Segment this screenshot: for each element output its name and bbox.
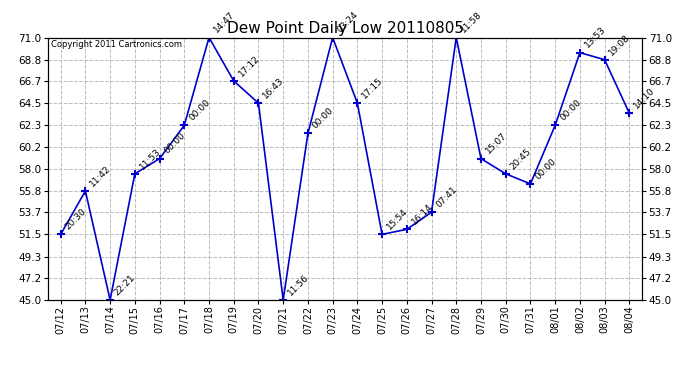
Text: 15:07: 15:07 bbox=[484, 131, 509, 156]
Text: 16:14: 16:14 bbox=[410, 202, 434, 226]
Text: 00:00: 00:00 bbox=[162, 131, 187, 156]
Text: 00:00: 00:00 bbox=[310, 106, 335, 130]
Text: 14:47: 14:47 bbox=[212, 10, 236, 35]
Text: 00:00: 00:00 bbox=[533, 156, 558, 181]
Text: 11:53: 11:53 bbox=[137, 146, 162, 171]
Text: 19:08: 19:08 bbox=[607, 32, 632, 57]
Text: 20:45: 20:45 bbox=[509, 147, 533, 171]
Text: 07:41: 07:41 bbox=[434, 185, 459, 209]
Text: 17:12: 17:12 bbox=[237, 54, 261, 78]
Text: 14:10: 14:10 bbox=[632, 86, 657, 111]
Text: 16:43: 16:43 bbox=[262, 76, 286, 100]
Text: 20:30: 20:30 bbox=[63, 207, 88, 232]
Title: Dew Point Daily Low 20110805: Dew Point Daily Low 20110805 bbox=[226, 21, 464, 36]
Text: 11:58: 11:58 bbox=[459, 10, 484, 35]
Text: Copyright 2011 Cartronics.com: Copyright 2011 Cartronics.com bbox=[51, 40, 182, 49]
Text: 15:54: 15:54 bbox=[385, 207, 409, 232]
Text: 03:24: 03:24 bbox=[335, 10, 360, 35]
Text: 13:53: 13:53 bbox=[582, 25, 607, 50]
Text: 17:15: 17:15 bbox=[360, 76, 385, 100]
Text: 11:56: 11:56 bbox=[286, 273, 310, 297]
Text: 00:00: 00:00 bbox=[558, 98, 582, 123]
Text: 22:21: 22:21 bbox=[113, 273, 137, 297]
Text: 00:00: 00:00 bbox=[187, 98, 212, 123]
Text: 11:42: 11:42 bbox=[88, 164, 112, 188]
